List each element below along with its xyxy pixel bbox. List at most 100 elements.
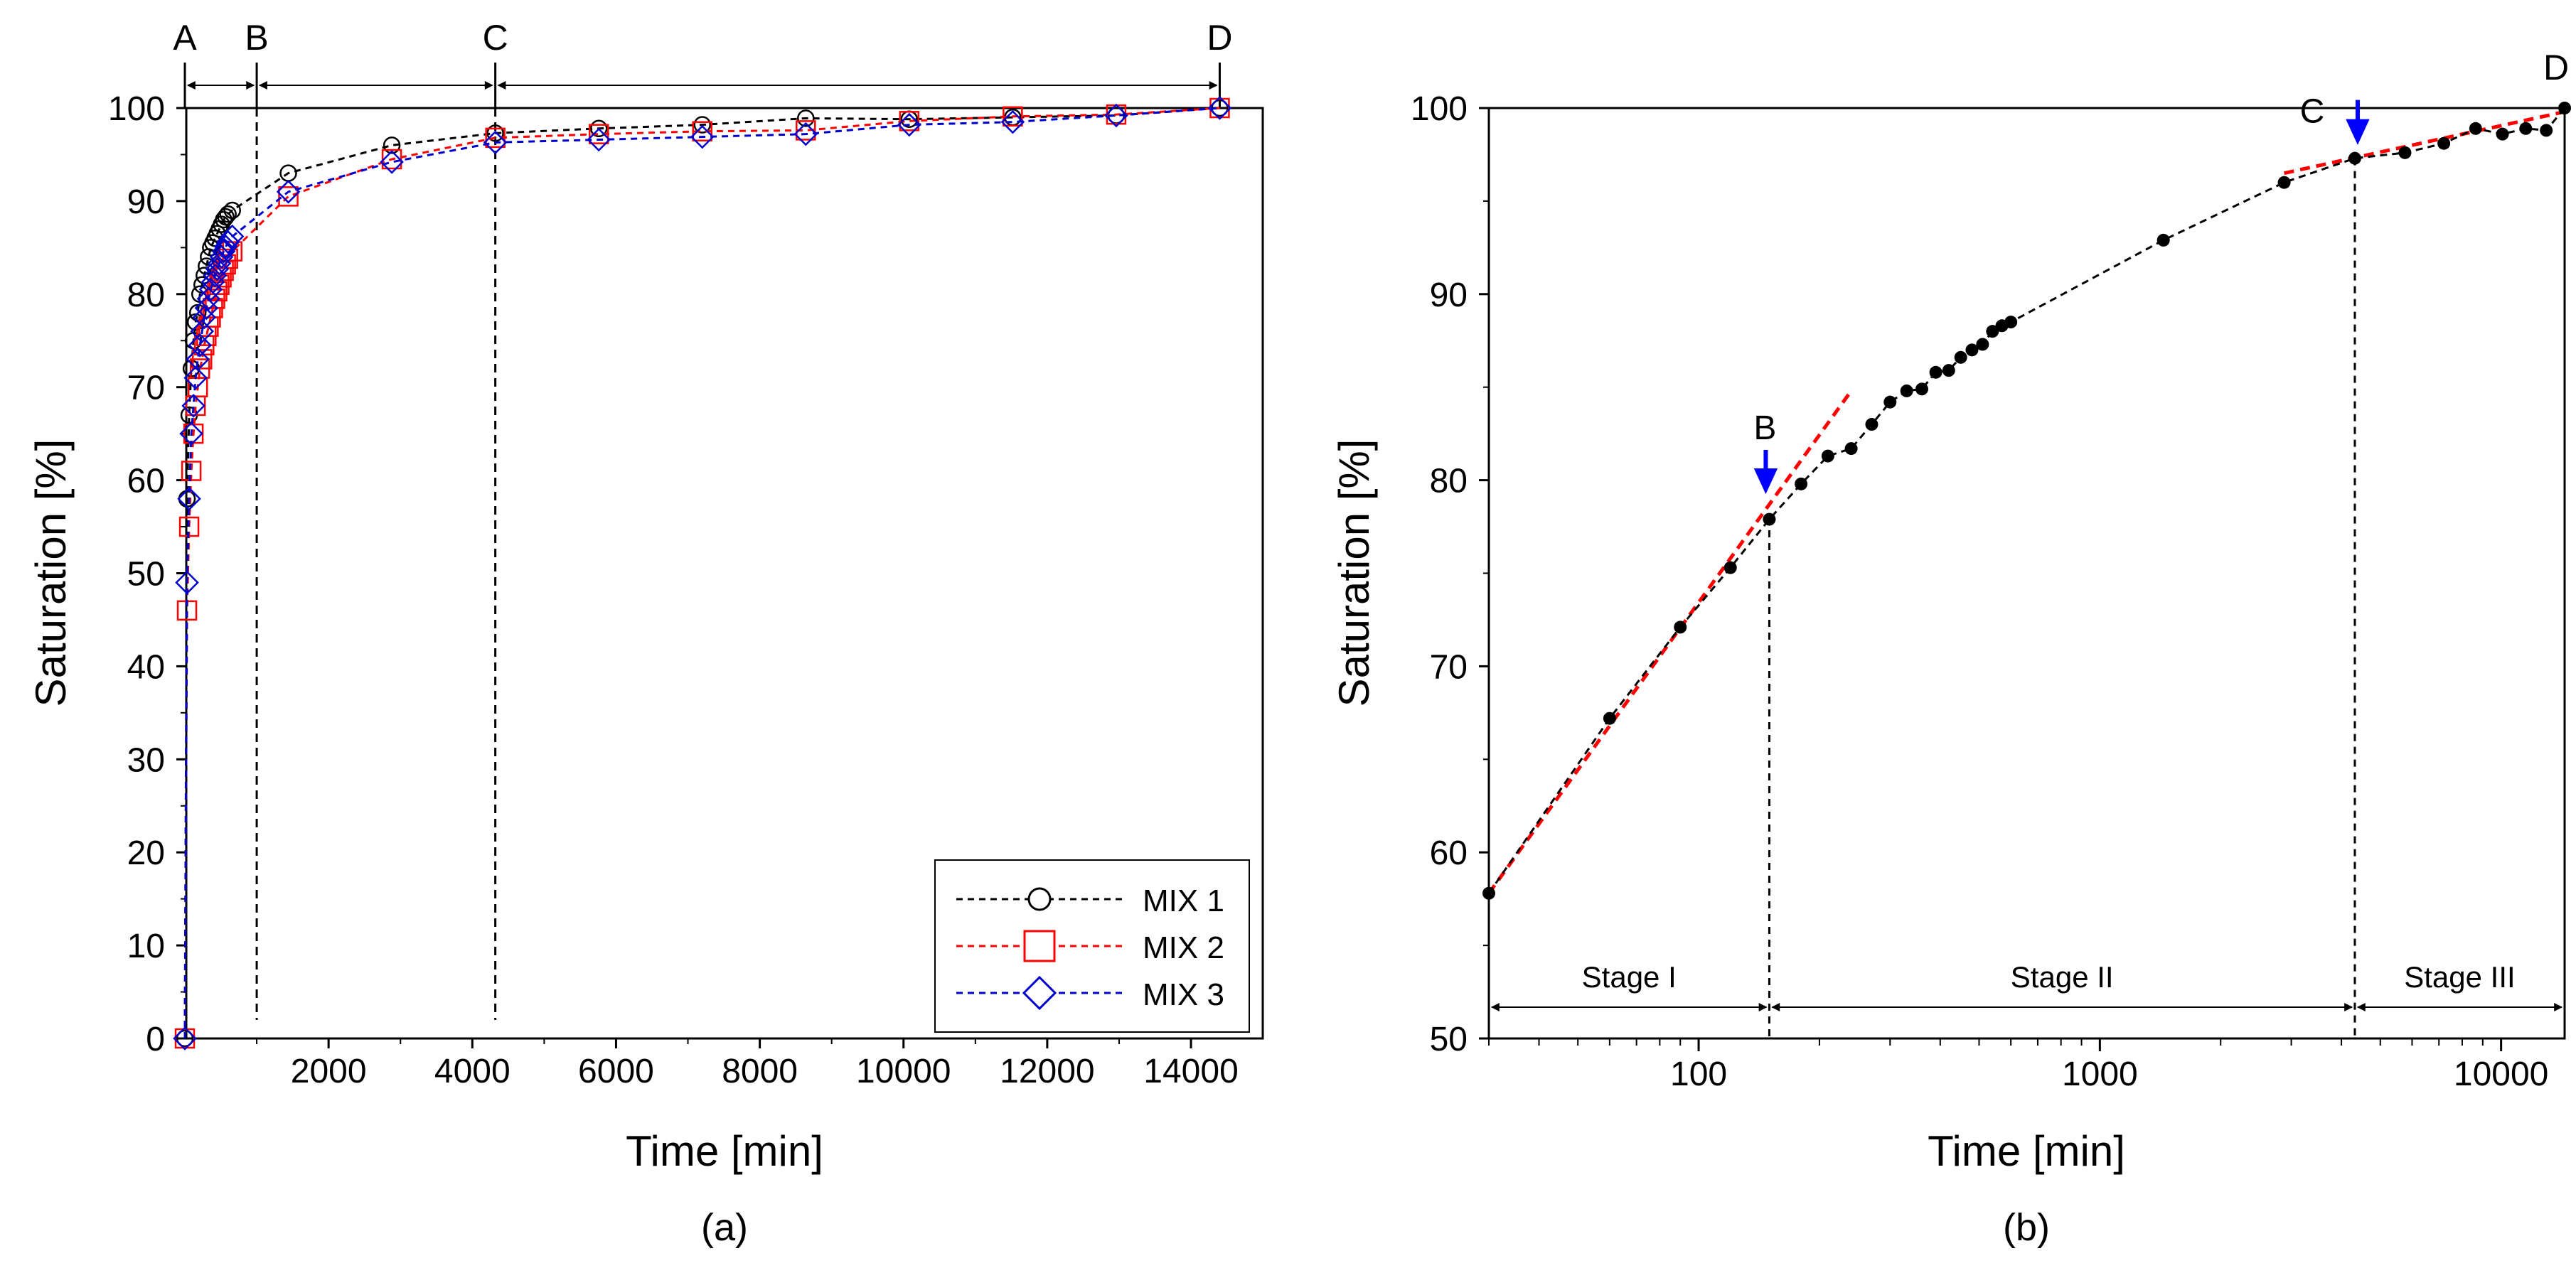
legend-label: MIX 3: [1143, 977, 1224, 1012]
y-tick-label-a: 50: [127, 556, 165, 593]
data-point-b: [1915, 382, 1928, 396]
x-tick-label-a: 12000: [1000, 1053, 1094, 1090]
data-point-mix1: [383, 136, 401, 154]
data-point-mix1: [176, 1029, 194, 1048]
annotation-label-b: B: [1753, 409, 1776, 447]
y-tick-label-b: 90: [1430, 276, 1468, 314]
data-point-mix2: [215, 254, 236, 275]
y-tick-label-b: 70: [1430, 648, 1468, 686]
data-point-mix2: [796, 120, 816, 141]
data-point-mix2: [588, 124, 609, 144]
data-point-mix3: [483, 130, 508, 155]
plot-area-b: [1487, 107, 2566, 1040]
data-point-mix2: [209, 274, 230, 295]
data-point-mix2: [192, 349, 213, 370]
data-point-mix3: [793, 122, 818, 146]
data-point-mix1: [223, 201, 241, 220]
data-point-mix3: [190, 319, 215, 343]
data-point-b: [1942, 364, 1955, 377]
chart-a: 0 10 20 30 40 50 60 70 80 90 100 2000 4000 6000 8000 1…: [27, 18, 1264, 1249]
y-tick-label-a: 30: [127, 741, 165, 779]
data-point-b: [2004, 316, 2018, 329]
data-point-b: [2519, 122, 2533, 135]
x-tick-label-a: 10000: [856, 1053, 951, 1090]
data-point-b: [2277, 176, 2291, 189]
y-axis-label-a: Saturation [%]: [27, 439, 75, 707]
data-point-mix3: [175, 570, 199, 595]
y-tick-label-a: 40: [127, 648, 165, 686]
x-tick-label-b: 1000: [2062, 1056, 2138, 1093]
data-point-mix3: [183, 365, 208, 390]
data-point-mix3: [198, 277, 223, 302]
y-tick-label-a: 20: [127, 834, 165, 872]
stage-marker-label: A: [173, 18, 197, 58]
data-point-b: [2437, 136, 2451, 150]
data-point-mix2: [174, 1028, 196, 1049]
data-point-b: [1674, 621, 1687, 634]
data-point-mix3: [215, 230, 240, 254]
legend-box: [934, 859, 1250, 1033]
data-point-b: [1954, 350, 1967, 364]
y-tick-label-b: 60: [1430, 834, 1468, 872]
fit-curve-b: [1487, 107, 2566, 894]
x-tick-label-a: 6000: [578, 1053, 654, 1090]
data-point-b: [1883, 395, 1897, 409]
y-tick-label-a: 0: [146, 1021, 165, 1058]
data-point-b: [2469, 122, 2482, 135]
data-point-b: [1763, 512, 1776, 526]
stage-marker-label: C: [483, 18, 508, 58]
data-point-mix3: [380, 150, 404, 174]
y-tick-label-b: 100: [1411, 90, 1468, 128]
chart-b: 50 60 70 80 90 100 100 1000 10000 Stage I Stage …: [1330, 48, 2571, 1249]
data-point-mix3: [276, 180, 301, 204]
data-point-mix2: [278, 186, 299, 207]
legend-marker-diamond: [1022, 975, 1057, 1011]
data-point-mix3: [1207, 96, 1232, 120]
data-point-b: [1821, 449, 1834, 463]
data-point-b: [2348, 151, 2361, 165]
down-arrow-icon: [1753, 449, 1778, 495]
stage-label: Stage II: [2011, 960, 2114, 994]
data-point-b: [1603, 711, 1616, 725]
data-point-mix2: [899, 111, 920, 131]
data-point-mix2: [692, 121, 712, 141]
data-point-mix3: [188, 333, 212, 358]
data-point-mix2: [381, 149, 402, 170]
legend-item-mix1: MIX 1: [956, 883, 1224, 918]
data-point-mix3: [181, 394, 205, 418]
data-point-mix3: [1104, 103, 1128, 128]
data-point-mix1: [693, 116, 711, 134]
legend-marker-circle: [1027, 887, 1052, 911]
data-point-b: [2157, 233, 2170, 247]
data-point-mix1: [215, 210, 233, 229]
y-tick-label-a: 80: [127, 276, 165, 314]
data-point-mix3: [177, 487, 201, 511]
stage-label: Stage I: [1582, 960, 1677, 994]
data-point-b: [1844, 442, 1858, 456]
panel-label-b: (b): [2003, 1206, 2050, 1249]
stage-marker-label: D: [1207, 18, 1232, 58]
data-point-b: [1976, 338, 1989, 351]
y-tick-label-b: 50: [1430, 1021, 1468, 1058]
legend-item-mix2: MIX 2: [956, 930, 1224, 965]
y-tick-label-a: 90: [127, 183, 165, 221]
data-point-b: [1986, 325, 1999, 338]
data-point-b: [1482, 886, 1495, 900]
data-point-b: [1795, 477, 1808, 490]
data-point-mix3: [201, 270, 225, 294]
data-point-b: [1965, 343, 1979, 357]
data-point-mix2: [181, 461, 202, 481]
y-tick-label-a: 10: [127, 928, 165, 965]
data-point-b: [2540, 124, 2553, 137]
data-point-mix1: [589, 119, 608, 138]
legend-item-mix3: MIX 3: [956, 975, 1224, 1012]
legend-marker-square: [1023, 930, 1056, 962]
data-point-b: [2558, 102, 2571, 114]
data-point-b: [2496, 127, 2509, 141]
legend-label: MIX 1: [1143, 883, 1224, 918]
panel-label-a: (a): [701, 1206, 748, 1249]
down-arrow-icon: [2346, 100, 2370, 145]
data-point-b: [1865, 418, 1878, 431]
data-point-mix1: [486, 124, 504, 142]
